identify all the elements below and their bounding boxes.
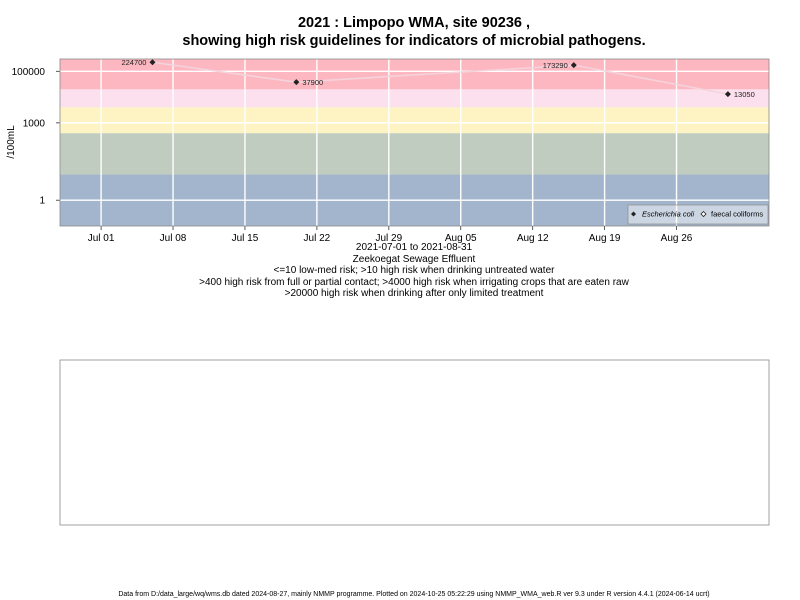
risk-bands bbox=[60, 59, 769, 226]
risk-band-3 bbox=[60, 89, 769, 108]
data-label-2: 173290 bbox=[543, 61, 568, 70]
risk-band-1 bbox=[60, 133, 769, 175]
empty-plot-panel bbox=[59, 359, 770, 526]
x-tick-label-1: Jul 08 bbox=[160, 233, 187, 244]
data-points: 224700 37900 173290 13050 bbox=[121, 58, 754, 99]
grid-lines bbox=[60, 59, 769, 226]
chart-title: 2021 : Limpopo WMA, site 90236 , bbox=[298, 15, 530, 31]
data-point-3 bbox=[724, 91, 731, 98]
data-point-1 bbox=[293, 79, 300, 86]
x-tick-label-8: Aug 26 bbox=[661, 233, 693, 244]
data-point-0 bbox=[149, 59, 156, 66]
data-label-0: 224700 bbox=[121, 58, 146, 67]
legend-marker-faecal-coliforms bbox=[700, 210, 707, 218]
footer-note: Data from D:/data_large/wq/wms.db dated … bbox=[118, 591, 709, 598]
chart-subtitle: showing high risk guidelines for indicat… bbox=[182, 33, 645, 49]
x-tick-label-0: Jul 01 bbox=[88, 233, 115, 244]
series-line-e-coli bbox=[152, 61, 729, 95]
y-tick-label-1: 1000 bbox=[23, 118, 46, 129]
site-name-label: Zeekoegat Sewage Effluent bbox=[353, 254, 476, 265]
x-tick-label-3: Jul 22 bbox=[304, 233, 331, 244]
risk-note-3: >20000 high risk when drinking after onl… bbox=[285, 288, 544, 299]
legend-label-faecal-coliforms: faecal coliforms bbox=[711, 210, 763, 219]
x-tick-label-6: Aug 12 bbox=[517, 233, 549, 244]
x-tick-label-7: Aug 19 bbox=[589, 233, 621, 244]
date-range-label: 2021-07-01 to 2021-08-31 bbox=[356, 242, 473, 253]
x-tick-label-5: Aug 05 bbox=[445, 233, 477, 244]
y-tick-label-0: 1 bbox=[39, 196, 45, 207]
data-label-1: 37900 bbox=[302, 78, 323, 87]
data-point-2 bbox=[570, 62, 577, 69]
legend-marker-e-coli bbox=[631, 211, 636, 217]
legend-label-e-coli: Escherichia coli bbox=[642, 210, 694, 219]
x-tick-label-2: Jul 15 bbox=[232, 233, 259, 244]
risk-band-2 bbox=[60, 107, 769, 134]
risk-note-1: <=10 low-med risk; >10 high risk when dr… bbox=[274, 265, 556, 276]
axes: Jul 01 Jul 08 Jul 15 Jul 22 Jul 29 Aug 05 Aug … bbox=[12, 58, 770, 244]
risk-note-2: >400 high risk from full or partial cont… bbox=[199, 277, 629, 288]
plot-border bbox=[59, 58, 770, 227]
legend: Escherichia coli faecal coliforms bbox=[627, 204, 769, 225]
data-label-3: 13050 bbox=[734, 90, 755, 99]
legend-box bbox=[627, 204, 769, 225]
y-axis-label: /100mL bbox=[6, 125, 17, 159]
series-lines bbox=[152, 61, 729, 95]
y-tick-label-2: 100000 bbox=[12, 67, 46, 78]
x-tick-label-4: Jul 29 bbox=[375, 233, 402, 244]
